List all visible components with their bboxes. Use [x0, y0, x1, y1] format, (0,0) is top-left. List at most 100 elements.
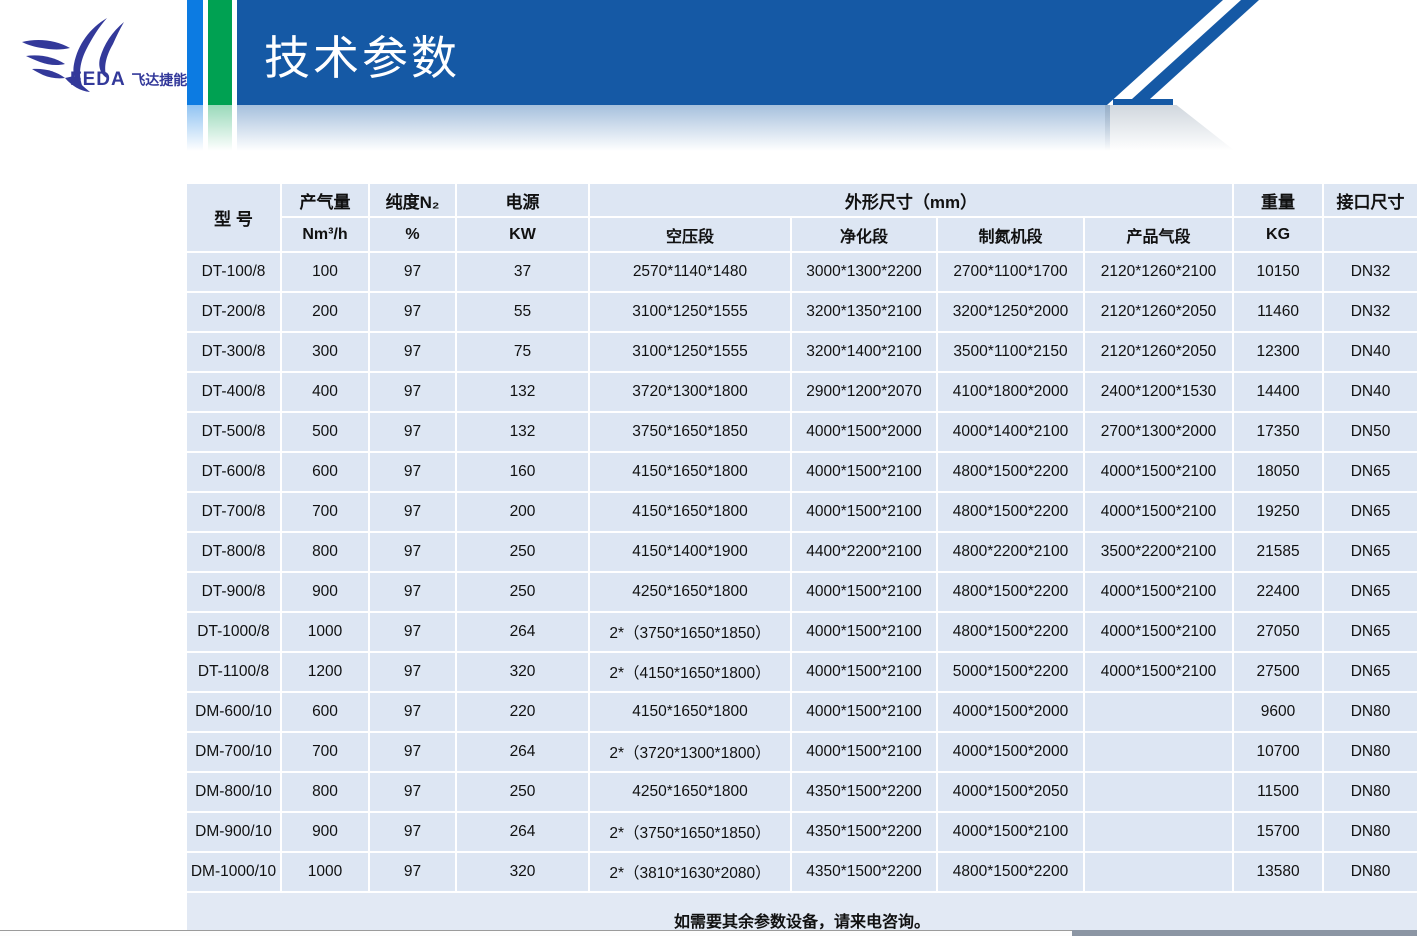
cell-nitrogen-section: 5000*1500*2200 — [936, 651, 1085, 693]
cell-air-section: 2*（3750*1650*1850） — [588, 811, 792, 853]
cell-purify-section: 3200*1400*2100 — [790, 331, 938, 373]
col-header-interface: 接口尺寸 — [1322, 182, 1417, 218]
cell-capacity: 800 — [280, 771, 370, 813]
cell-product-section: 4000*1500*2100 — [1082, 611, 1235, 653]
cell-nitrogen-section: 4800*1500*2200 — [936, 491, 1085, 533]
logo-brand: FEDA — [70, 69, 126, 90]
accent-bar-green — [208, 0, 232, 105]
table-row: DT-600/8 600 97 160 4150*1650*1800 4000*1500*… — [185, 451, 1417, 493]
cell-model: DT-700/8 — [185, 491, 282, 533]
cell-capacity: 400 — [280, 371, 370, 413]
cell-model: DT-1100/8 — [185, 651, 282, 693]
cell-air-section: 2*（4150*1650*1800） — [588, 651, 792, 693]
cell-weight: 10150 — [1232, 251, 1325, 293]
cell-purify-section: 4000*1500*2100 — [790, 731, 938, 773]
table-row: DT-200/8 200 97 55 3100*1250*1555 3200*1350*2… — [185, 291, 1417, 333]
cell-capacity: 600 — [280, 691, 370, 733]
cell-capacity: 300 — [280, 331, 370, 373]
cell-purify-section: 4400*2200*2100 — [790, 531, 938, 573]
cell-interface: DN80 — [1322, 851, 1417, 893]
col-header-model: 型 号 — [185, 182, 282, 253]
cell-model: DT-400/8 — [185, 371, 282, 413]
col-header-purity: 纯度N₂ — [368, 182, 457, 218]
cell-product-section: 4000*1500*2100 — [1082, 491, 1235, 533]
cell-model: DM-700/10 — [185, 731, 282, 773]
col-header-purify-section: 净化段 — [790, 216, 938, 253]
cell-nitrogen-section: 4800*1500*2200 — [936, 611, 1085, 653]
cell-purity: 97 — [368, 491, 457, 533]
cell-air-section: 4150*1400*1900 — [588, 531, 792, 573]
bottom-bar-right-segment — [1072, 930, 1417, 936]
cell-purify-section: 3200*1350*2100 — [790, 291, 938, 333]
cell-weight: 12300 — [1232, 331, 1325, 373]
cell-capacity: 700 — [280, 491, 370, 533]
cell-interface: DN32 — [1322, 291, 1417, 333]
cell-capacity: 900 — [280, 811, 370, 853]
cell-model: DT-200/8 — [185, 291, 282, 333]
cell-air-section: 4150*1650*1800 — [588, 491, 792, 533]
cell-capacity: 900 — [280, 571, 370, 613]
footer-row: 如需要其余参数设备，请来电咨询。 — [184, 891, 1417, 936]
cell-product-section — [1082, 691, 1235, 733]
col-header-weight-unit: KG — [1232, 216, 1325, 253]
col-header-air-section: 空压段 — [588, 216, 792, 253]
cell-air-section: 3100*1250*1555 — [588, 291, 792, 333]
cell-purify-section: 4000*1500*2100 — [790, 611, 938, 653]
cell-power: 37 — [455, 251, 590, 293]
cell-power: 220 — [455, 691, 590, 733]
cell-interface: DN40 — [1322, 371, 1417, 413]
reflection-blue-bar — [187, 105, 203, 151]
cell-product-section — [1082, 811, 1235, 853]
cell-nitrogen-section: 2700*1100*1700 — [936, 251, 1085, 293]
cell-air-section: 2*（3810*1630*2080） — [588, 851, 792, 893]
cell-model: DT-100/8 — [185, 251, 282, 293]
cell-interface: DN50 — [1322, 411, 1417, 453]
cell-purity: 97 — [368, 531, 457, 573]
cell-nitrogen-section: 4800*1500*2200 — [936, 451, 1085, 493]
cell-model: DM-800/10 — [185, 771, 282, 813]
table-row: DT-800/8 800 97 250 4150*1400*1900 4400*2200*… — [185, 531, 1417, 573]
cell-purify-section: 4000*1500*2100 — [790, 691, 938, 733]
cell-weight: 18050 — [1232, 451, 1325, 493]
spec-table: 型 号 产气量 纯度N₂ 电源 外形尺寸（mm） 重量 接口尺寸 Nm³/h %… — [184, 182, 1417, 936]
cell-purify-section: 4000*1500*2100 — [790, 651, 938, 693]
table-body: DT-100/8 100 97 37 2570*1140*1480 3000*1300*2… — [185, 251, 1417, 893]
cell-purity: 97 — [368, 291, 457, 333]
cell-interface: DN65 — [1322, 611, 1417, 653]
cell-interface: DN80 — [1322, 771, 1417, 813]
cell-purify-section: 3000*1300*2200 — [790, 251, 938, 293]
cell-power: 264 — [455, 611, 590, 653]
cell-purity: 97 — [368, 731, 457, 773]
cell-purity: 97 — [368, 771, 457, 813]
feda-wing-icon — [22, 18, 124, 92]
cell-purity: 97 — [368, 571, 457, 613]
cell-purify-section: 4350*1500*2200 — [790, 771, 938, 813]
cell-product-section: 4000*1500*2100 — [1082, 451, 1235, 493]
cell-purify-section: 4000*1500*2100 — [790, 451, 938, 493]
reflection-ribbon-diagonal — [1105, 105, 1235, 151]
table-row: DT-300/8 300 97 75 3100*1250*1555 3200*1400*2… — [185, 331, 1417, 373]
accent-bar-blue — [187, 0, 203, 105]
cell-air-section: 3720*1300*1800 — [588, 371, 792, 413]
cell-air-section: 2570*1140*1480 — [588, 251, 792, 293]
cell-power: 250 — [455, 771, 590, 813]
cell-purify-section: 2900*1200*2070 — [790, 371, 938, 413]
cell-capacity: 100 — [280, 251, 370, 293]
cell-product-section: 2700*1300*2000 — [1082, 411, 1235, 453]
bottom-bar — [0, 930, 1417, 936]
cell-product-section: 4000*1500*2100 — [1082, 571, 1235, 613]
cell-purity: 97 — [368, 651, 457, 693]
cell-air-section: 3750*1650*1850 — [588, 411, 792, 453]
cell-interface: DN80 — [1322, 731, 1417, 773]
cell-product-section — [1082, 771, 1235, 813]
cell-nitrogen-section: 4000*1500*2000 — [936, 731, 1085, 773]
cell-model: DT-300/8 — [185, 331, 282, 373]
cell-purity: 97 — [368, 851, 457, 893]
cell-purity: 97 — [368, 691, 457, 733]
cell-product-section: 4000*1500*2100 — [1082, 651, 1235, 693]
table-row: DT-700/8 700 97 200 4150*1650*1800 4000*1500*… — [185, 491, 1417, 533]
cell-air-section: 4250*1650*1800 — [588, 771, 792, 813]
cell-weight: 22400 — [1232, 571, 1325, 613]
col-header-capacity-unit: Nm³/h — [280, 216, 370, 253]
cell-power: 264 — [455, 731, 590, 773]
